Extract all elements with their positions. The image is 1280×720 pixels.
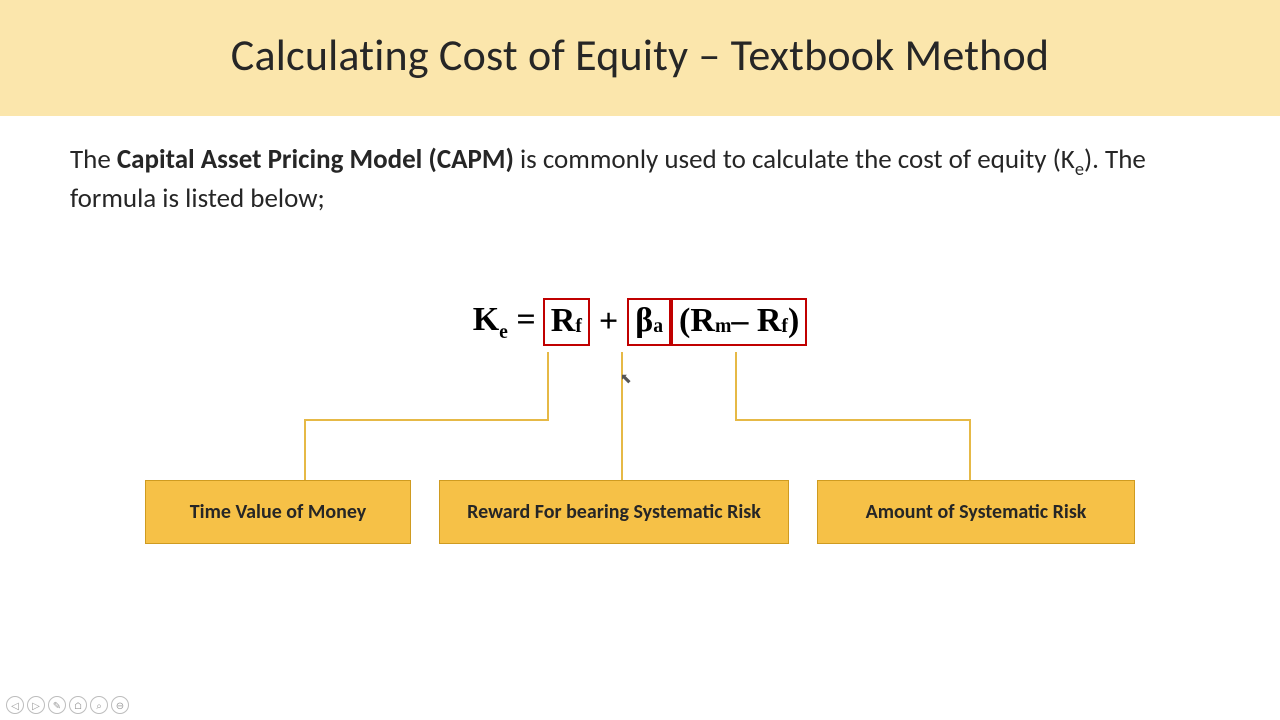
callout-amount-risk: Amount of Systematic Risk [817,480,1135,544]
intro-sub: e [1075,158,1084,180]
rf-sub: f [575,315,582,338]
callout-row: Time Value of Money Reward For bearing S… [0,480,1280,544]
zoom-out-button[interactable]: ⊖ [111,696,129,714]
zoom-button[interactable]: ⌕ [90,696,108,714]
rm-open: (R [679,302,715,340]
intro-bold: Capital Asset Pricing Model (CAPM) [117,143,514,176]
cursor-icon: ⬉ [620,370,632,387]
page-title: Calculating Cost of Equity – Textbook Me… [0,28,1280,82]
presentation-controls: ◁ ▷ ✎ ⌂ ⌕ ⊖ [6,696,129,714]
lhs-sub: e [499,321,508,343]
beta-base: β [635,302,653,340]
close-paren: ) [788,302,799,340]
intro-prefix: The [70,143,117,176]
market-premium-box: (Rm – Rf) [671,298,807,346]
callout-reward-risk: Reward For bearing Systematic Risk [439,480,789,544]
pen-tool-button[interactable]: ✎ [48,696,66,714]
callout-time-value: Time Value of Money [145,480,411,544]
rf2-sub: f [781,315,788,338]
beta-sub: a [653,315,663,338]
beta-box: βa [627,298,671,346]
intro-rest: is commonly used to calculate the cost o… [514,143,1075,176]
lhs-base: K [473,301,499,338]
rf-box: Rf [543,298,590,346]
intro-paragraph: The Capital Asset Pricing Model (CAPM) i… [0,116,1280,216]
title-banner: Calculating Cost of Equity – Textbook Me… [0,0,1280,116]
capm-formula: Ke = Rf + βa (Rm – Rf) [473,298,808,346]
minus-rf: – R [731,302,781,340]
home-button[interactable]: ⌂ [69,696,87,714]
formula-lhs: Ke = [473,301,536,344]
next-slide-button[interactable]: ▷ [27,696,45,714]
rf-base: R [551,302,576,340]
rm-sub: m [715,315,731,338]
prev-slide-button[interactable]: ◁ [6,696,24,714]
plus-sign: + [597,303,620,341]
equals-sign: = [508,301,536,338]
formula-container: Ke = Rf + βa (Rm – Rf) [0,298,1280,346]
